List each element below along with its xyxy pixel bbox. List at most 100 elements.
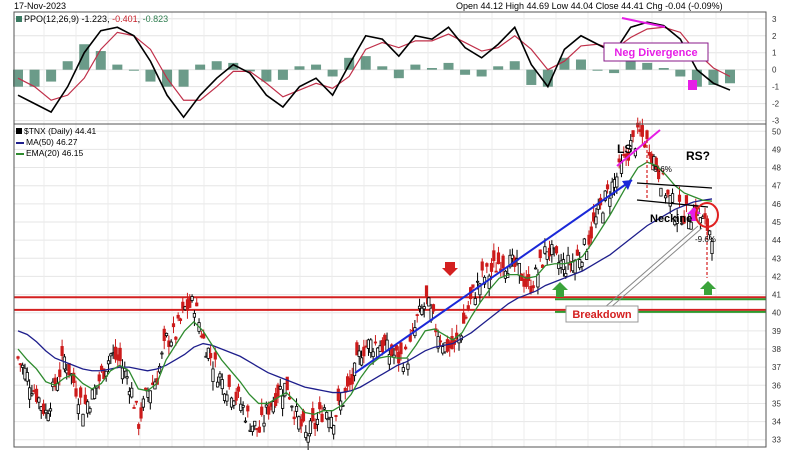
price-tick-label: 44	[772, 236, 781, 245]
candle-body	[531, 285, 535, 289]
candle-body	[306, 435, 310, 443]
candle-body	[359, 357, 364, 366]
price-panel-frame	[13, 123, 767, 448]
candle-body	[550, 244, 554, 256]
candle-body	[320, 413, 324, 422]
candle-body	[487, 275, 491, 289]
legend-ticker-text: $TNX (Daily) 44.41	[24, 126, 97, 136]
candle-body	[257, 426, 261, 433]
candle-body	[178, 318, 183, 321]
candle-body	[666, 189, 670, 195]
ppo-histogram-bar	[443, 62, 454, 70]
candle-body	[675, 217, 679, 224]
uptrend-line	[354, 179, 633, 374]
candle-body	[134, 400, 138, 403]
candle-body	[278, 386, 282, 390]
candle-body	[380, 340, 385, 353]
candle-body	[373, 341, 378, 344]
neg-divergence-box	[603, 42, 709, 62]
candle-body	[325, 411, 329, 420]
pct-label-right: -9.6%	[695, 235, 716, 244]
price-tick-label: 41	[772, 291, 781, 300]
ppo-tick-label: 1	[772, 49, 777, 58]
ppo-histogram-bar	[592, 69, 603, 71]
candle-body	[157, 365, 162, 373]
candle-body	[41, 403, 46, 415]
candle-body	[703, 213, 707, 219]
candle-body	[246, 405, 250, 412]
candle-body	[97, 374, 101, 382]
candle-body	[169, 341, 173, 347]
legend-ma50-text: MA(50) 46.27	[26, 137, 78, 147]
candle-body	[422, 306, 426, 310]
candle-body	[250, 425, 255, 432]
candle-body	[148, 390, 152, 404]
candle-body	[220, 379, 224, 390]
uptrend-arrowhead	[622, 180, 632, 190]
candle-body	[670, 193, 675, 203]
candle-body	[510, 254, 514, 259]
candle-body	[466, 305, 470, 310]
annotation-layer	[354, 17, 719, 374]
ppo-value-3: -0.823	[142, 14, 169, 24]
candle-body	[480, 261, 484, 271]
candle-body	[267, 406, 271, 415]
candle-body	[336, 388, 340, 401]
ppo-histogram-bar	[228, 62, 239, 70]
candle-body	[83, 394, 87, 404]
candle-body	[294, 405, 299, 412]
candle-body	[492, 250, 496, 262]
ppo-value-1: -1.223	[81, 14, 108, 24]
breakdown-box	[565, 305, 639, 323]
candle-body	[536, 274, 540, 288]
level-layer	[14, 296, 766, 313]
candle-body	[195, 302, 199, 307]
candle-body	[680, 222, 684, 225]
ppo-histogram-bar	[112, 64, 123, 70]
candle-body	[582, 238, 586, 245]
candle-body	[489, 262, 494, 272]
ppo-histogram-bar	[410, 64, 421, 70]
ppo-marker	[688, 80, 697, 90]
candle-body	[640, 125, 644, 137]
ppo-histogram-bar	[261, 69, 272, 82]
candle-body	[415, 314, 419, 317]
ppo-histogram-bar	[642, 62, 653, 70]
price-tick-label: 38	[772, 345, 781, 354]
ppo-histogram-bar	[393, 69, 404, 79]
breakdown-label: Breakdown	[572, 309, 632, 321]
ppo-histogram-bar	[145, 69, 156, 82]
candle-body	[18, 363, 22, 366]
candle-body	[287, 396, 292, 400]
candle-body	[72, 372, 76, 384]
candle-body	[394, 344, 398, 351]
candle-body	[524, 276, 528, 287]
green-up-arrow-left	[552, 282, 568, 297]
candle-body	[464, 316, 468, 319]
candle-body	[46, 413, 50, 422]
candle-body	[315, 418, 320, 425]
candle-body	[371, 351, 375, 358]
candle-body	[438, 340, 443, 343]
candle-body	[137, 424, 141, 429]
ppo-histogram-bar	[675, 69, 686, 77]
candle-body	[132, 407, 136, 409]
neckline-upper	[636, 182, 713, 189]
ppo-histogram-bar	[244, 69, 255, 72]
candle-body	[543, 246, 547, 254]
candle-body	[508, 254, 512, 268]
ppo-histogram-bar	[360, 56, 371, 70]
ppo-histogram-bar	[559, 57, 570, 70]
candle-body	[164, 332, 169, 336]
candle-body	[58, 369, 62, 378]
ppo-histogram-bar	[377, 66, 388, 70]
candle-body	[37, 397, 41, 403]
candle-body	[234, 391, 238, 401]
neg-divergence-label: Neg Divergence	[614, 47, 697, 59]
candle-body	[387, 354, 391, 365]
ma50-line	[17, 198, 713, 394]
ppo-histogram-bar	[509, 61, 520, 70]
ppo-histogram-bar	[311, 64, 322, 70]
candle-body	[608, 197, 612, 207]
